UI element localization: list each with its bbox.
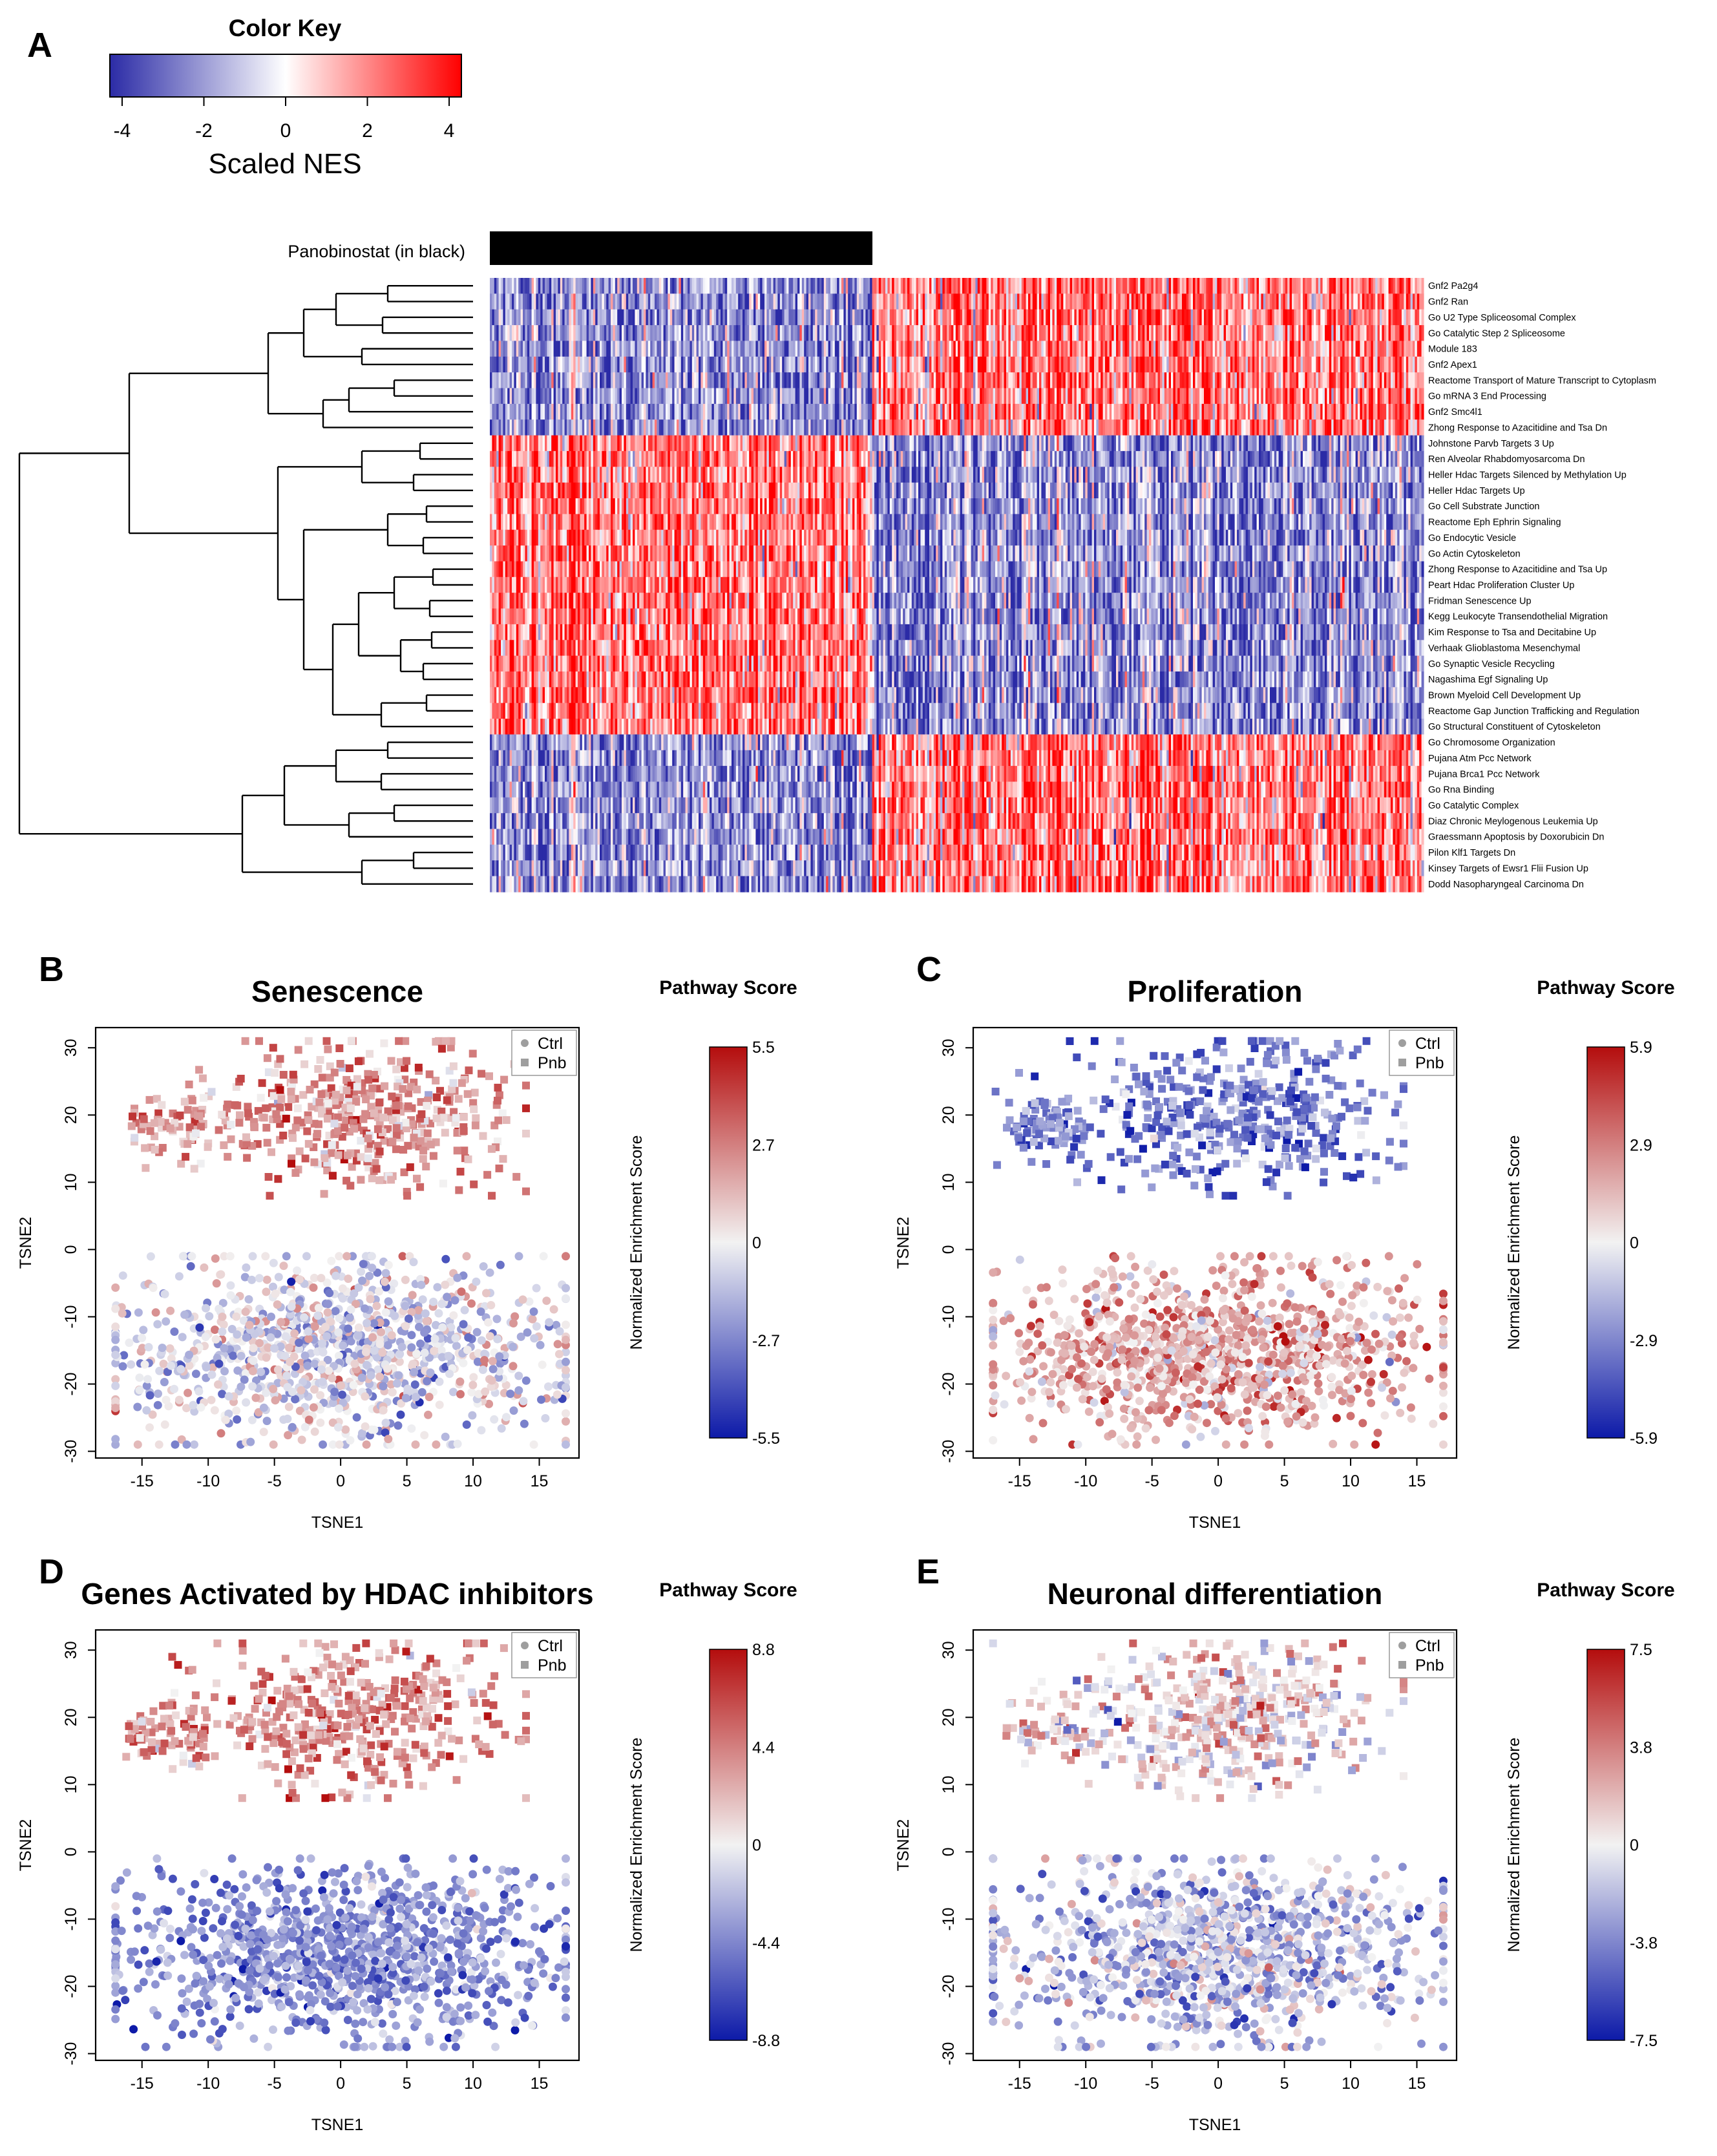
heatmap-cell (1419, 310, 1422, 326)
heatmap-cell (1349, 310, 1351, 326)
color-key-tick-label: 4 (444, 120, 455, 142)
heatmap-cell (1353, 310, 1356, 326)
heatmap-cell (1397, 293, 1400, 310)
heatmap-cell (1404, 278, 1406, 294)
heatmap-cell (1393, 293, 1395, 310)
heatmap-cell (1327, 293, 1329, 310)
heatmap-cell (1422, 293, 1424, 310)
annotation-bar (490, 231, 872, 265)
heatmap-cell (1386, 293, 1389, 310)
row-dendrogram (19, 286, 473, 884)
heatmap-cell (1364, 278, 1367, 294)
panel-label-a: A (27, 26, 52, 65)
heatmap-cell (1364, 293, 1367, 310)
heatmap-cell (1360, 310, 1362, 326)
color-key-gradient (110, 54, 461, 97)
annotation-bar-panobinostat (490, 231, 872, 265)
figure: A Color Key -4 -2 0 2 4 Scaled NES Panobinos… (0, 0, 1717, 2156)
heatmap-row (490, 278, 1424, 294)
heatmap-cell (1375, 293, 1378, 310)
heatmap-cell (1422, 310, 1424, 326)
heatmap-row (490, 325, 1424, 341)
heatmap-row (490, 293, 1424, 310)
heatmap-cell (1360, 293, 1362, 310)
color-key-axis: -4 -2 0 2 4 (114, 97, 455, 142)
heatmap-cell (1408, 278, 1411, 294)
heatmap-cell (1342, 293, 1345, 310)
heatmap-cell (1408, 310, 1411, 326)
heatmap-cell (1371, 293, 1373, 310)
heatmap-cell (1393, 278, 1395, 294)
heatmap-cell (1331, 278, 1334, 294)
color-key-tick-label: -2 (195, 120, 213, 142)
heatmap-cell (1422, 278, 1424, 294)
heatmap-cell (1327, 278, 1329, 294)
heatmap-cell (1397, 310, 1400, 326)
color-key: Color Key -4 -2 0 2 4 Scaled NES (110, 15, 461, 180)
heatmap-cell (1415, 293, 1417, 310)
heatmap-cell (1419, 278, 1422, 294)
heatmap-cell (1375, 310, 1378, 326)
heatmap-row (490, 310, 1424, 326)
annotation-label: Panobinostat (in black) (288, 242, 465, 261)
heatmap-cell (1382, 293, 1384, 310)
heatmap-cell (1364, 310, 1367, 326)
heatmap-cell (1331, 310, 1334, 326)
heatmap-cell (1349, 278, 1351, 294)
heatmap-cell (1404, 293, 1406, 310)
color-key-title: Color Key (229, 15, 342, 41)
heatmap-cell (1386, 278, 1389, 294)
heatmap-cell (1327, 310, 1329, 326)
color-key-tick-label: 0 (280, 120, 291, 142)
color-key-tick-label: 2 (362, 120, 373, 142)
heatmap-cell (1382, 278, 1384, 294)
heatmap-cells (490, 278, 1424, 893)
heatmap-cell (1342, 310, 1345, 326)
heatmap-cell (1338, 278, 1340, 294)
color-key-label: Scaled NES (208, 148, 361, 180)
color-key-tick-label: -4 (114, 120, 131, 142)
heatmap-cell (1382, 310, 1384, 326)
heatmap-cell (1404, 310, 1406, 326)
heatmap-cell (1353, 278, 1356, 294)
panel-a: A Color Key -4 -2 0 2 4 Scaled NES Panobinos… (19, 15, 1656, 893)
heatmap-cell (1353, 293, 1356, 310)
heatmap-cell (1371, 310, 1373, 326)
heatmap-cell (1419, 293, 1422, 310)
heatmap-cell (1415, 278, 1417, 294)
heatmap-cell (1371, 278, 1373, 294)
heatmap-cell (1360, 278, 1362, 294)
heatmap-cell (1408, 293, 1411, 310)
heatmap-cell (1393, 310, 1395, 326)
heatmap-cell (1397, 278, 1400, 294)
heatmap-cell (1342, 278, 1345, 294)
heatmap-cell (1331, 293, 1334, 310)
heatmap-cell (1415, 310, 1417, 326)
heatmap-cell (1375, 278, 1378, 294)
heatmap-cell (1338, 293, 1340, 310)
heatmap-cell (1349, 293, 1351, 310)
heatmap-cell (1338, 310, 1340, 326)
heatmap-cell (1386, 310, 1389, 326)
